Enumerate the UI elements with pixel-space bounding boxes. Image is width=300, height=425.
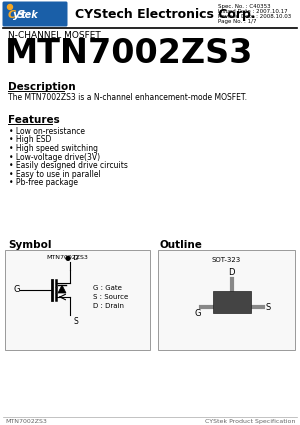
Text: MTN7002ZS3: MTN7002ZS3 xyxy=(5,37,253,70)
Text: S : Source: S : Source xyxy=(93,294,128,300)
Text: G: G xyxy=(194,309,201,318)
Text: Page No. : 1/7: Page No. : 1/7 xyxy=(218,19,256,24)
Text: y: y xyxy=(13,10,20,20)
Circle shape xyxy=(8,5,13,9)
Text: The MTN7002ZS3 is a N-channel enhancement-mode MOSFET.: The MTN7002ZS3 is a N-channel enhancemen… xyxy=(8,93,247,102)
Text: D : Drain: D : Drain xyxy=(93,303,124,309)
Text: Revised Date : 2008.10.03: Revised Date : 2008.10.03 xyxy=(218,14,291,19)
Text: SOT-323: SOT-323 xyxy=(212,257,241,263)
Text: Features: Features xyxy=(8,115,60,125)
Text: • Easily designed drive circuits: • Easily designed drive circuits xyxy=(9,161,128,170)
Bar xyxy=(158,250,295,350)
Text: C: C xyxy=(8,10,16,20)
Bar xyxy=(5,250,150,350)
Text: S: S xyxy=(74,317,79,326)
Text: D: D xyxy=(228,268,235,277)
Text: S: S xyxy=(266,303,271,312)
Text: Spec. No. : C40353: Spec. No. : C40353 xyxy=(218,4,271,9)
Text: • Low-voltage drive(3V): • Low-voltage drive(3V) xyxy=(9,153,100,162)
Text: S: S xyxy=(17,10,25,20)
Text: • Easy to use in parallel: • Easy to use in parallel xyxy=(9,170,101,178)
Text: • Pb-free package: • Pb-free package xyxy=(9,178,78,187)
Text: tek: tek xyxy=(21,10,39,20)
Text: G: G xyxy=(13,286,20,295)
Polygon shape xyxy=(58,285,66,293)
Text: Outline: Outline xyxy=(160,240,203,250)
Text: • Low on-resistance: • Low on-resistance xyxy=(9,127,85,136)
FancyBboxPatch shape xyxy=(2,2,68,26)
Text: N-CHANNEL MOSFET: N-CHANNEL MOSFET xyxy=(8,31,101,40)
Bar xyxy=(212,291,250,313)
Text: Description: Description xyxy=(8,82,76,92)
Text: CYStech Electronics Corp.: CYStech Electronics Corp. xyxy=(75,8,256,20)
Text: G : Gate: G : Gate xyxy=(93,285,122,291)
Text: • High ESD: • High ESD xyxy=(9,136,51,144)
Text: Issued Date : 2007.10.17: Issued Date : 2007.10.17 xyxy=(218,9,288,14)
Text: • High speed switching: • High speed switching xyxy=(9,144,98,153)
Text: ● D: ● D xyxy=(65,255,79,261)
Text: Symbol: Symbol xyxy=(8,240,52,250)
Text: MTN7002ZS3: MTN7002ZS3 xyxy=(46,255,88,260)
Text: CYStek Product Specification: CYStek Product Specification xyxy=(205,419,295,424)
Text: MTN7002ZS3: MTN7002ZS3 xyxy=(5,419,47,424)
